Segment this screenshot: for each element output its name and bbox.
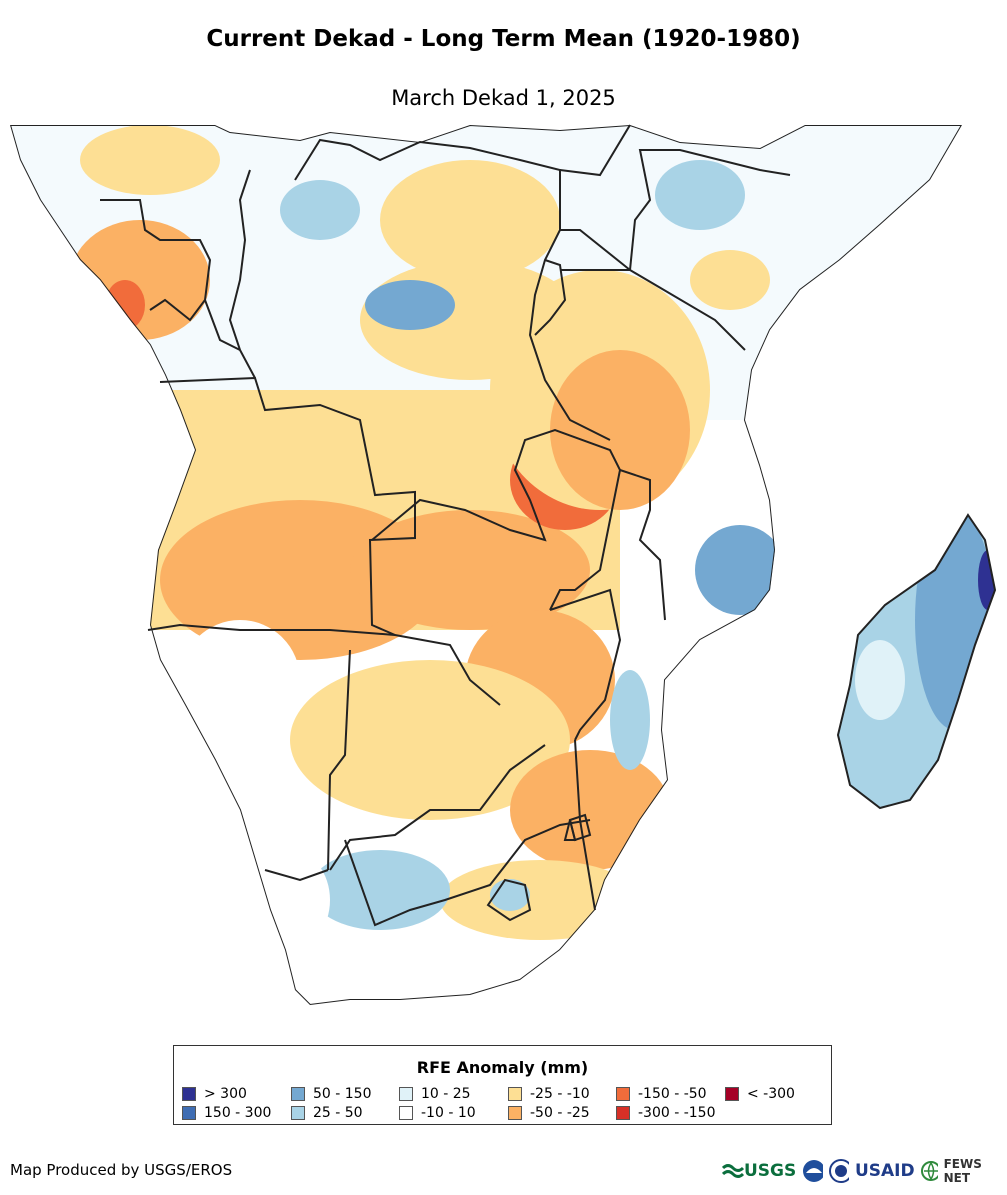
legend-swatch: [291, 1087, 305, 1101]
legend-label: -10 - 10: [421, 1105, 476, 1121]
legend-label: -150 - -50: [638, 1086, 707, 1102]
legend-swatch: [616, 1106, 630, 1120]
map-svg: [10, 124, 997, 1005]
legend-item: < -300: [725, 1086, 795, 1102]
legend-item: -10 - 10: [399, 1105, 476, 1121]
legend-item: 10 - 25: [399, 1086, 471, 1102]
usaid-logo: USAID: [854, 1161, 915, 1181]
legend-swatch: [182, 1087, 196, 1101]
legend-label: -50 - -25: [530, 1105, 590, 1121]
legend-label: -300 - -150: [638, 1105, 716, 1121]
legend-item: -50 - -25: [508, 1105, 590, 1121]
legend-label: 50 - 150: [313, 1086, 372, 1102]
legend-label: -25 - -10: [530, 1086, 590, 1102]
legend-item: 50 - 150: [291, 1086, 372, 1102]
legend-swatch: [399, 1106, 413, 1120]
country-borders: [10, 124, 997, 1005]
legend-item: -300 - -150: [616, 1105, 716, 1121]
legend-swatch: [616, 1087, 630, 1101]
legend-label: 10 - 25: [421, 1086, 471, 1102]
legend-label: < -300: [747, 1086, 795, 1102]
state-seal-icon: [828, 1159, 849, 1183]
usgs-logo: USGS: [722, 1161, 796, 1181]
map-title: Current Dekad - Long Term Mean (1920-198…: [206, 26, 801, 52]
legend-swatch: [291, 1106, 305, 1120]
legend-swatch: [399, 1087, 413, 1101]
globe-icon: [920, 1161, 938, 1181]
mainland-anomaly-layer: [10, 125, 962, 1005]
legend-swatch: [725, 1087, 739, 1101]
legend-label: > 300: [204, 1086, 247, 1102]
map-credit: Map Produced by USGS/EROS: [10, 1161, 233, 1179]
legend-title: RFE Anomaly (mm): [416, 1058, 589, 1077]
legend-swatch: [182, 1106, 196, 1120]
legend-label: 25 - 50: [313, 1105, 363, 1121]
legend-item: 25 - 50: [291, 1105, 363, 1121]
madagascar-anomaly-layer: [838, 515, 995, 808]
noaa-logo-icon: [803, 1160, 823, 1182]
partner-logos: USGS USAID FEWS NET: [722, 1156, 1002, 1186]
anomaly-map: [0, 120, 1007, 1020]
legend-label: 150 - 300: [204, 1105, 272, 1121]
legend-item: 150 - 300: [182, 1105, 271, 1121]
legend-item: -25 - -10: [508, 1086, 590, 1102]
map-subtitle: March Dekad 1, 2025: [391, 86, 616, 110]
legend: RFE Anomaly (mm) > 300 150 - 300 50 - 15…: [173, 1045, 832, 1125]
legend-item: > 300: [182, 1086, 247, 1102]
usgs-wave-icon: [722, 1164, 744, 1178]
legend-swatch: [508, 1087, 522, 1101]
legend-item: -150 - -50: [616, 1086, 707, 1102]
fews-net-logo: FEWS NET: [943, 1157, 982, 1185]
legend-swatch: [508, 1106, 522, 1120]
